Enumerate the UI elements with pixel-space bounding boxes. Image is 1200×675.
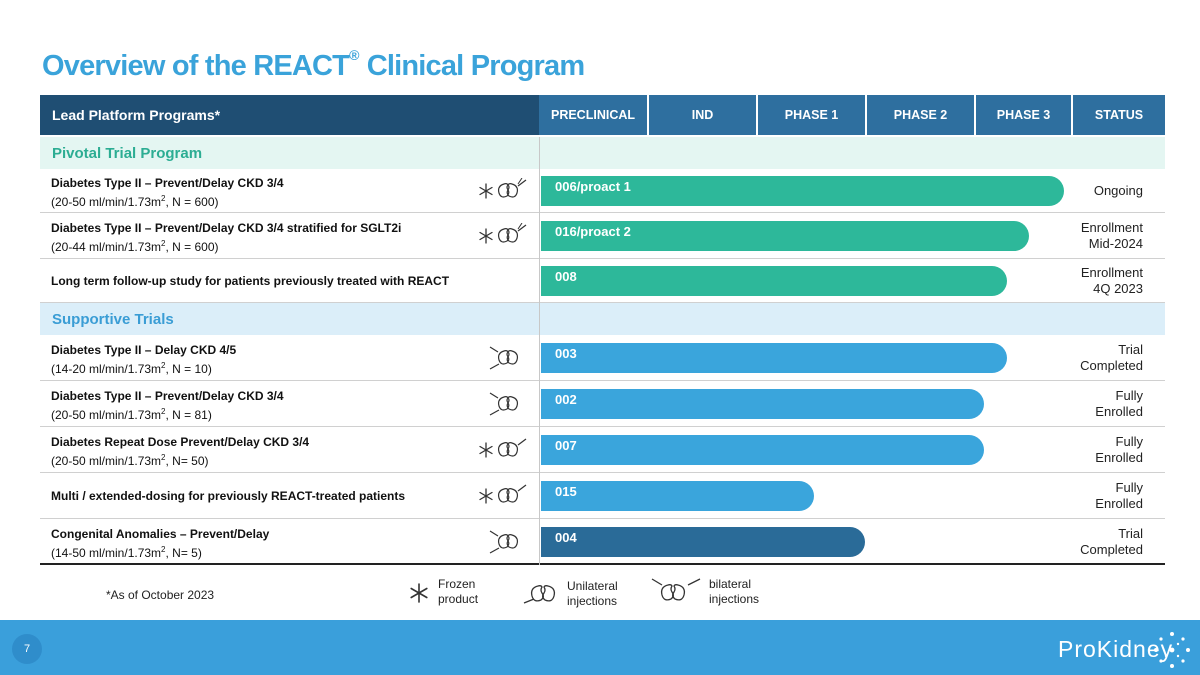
frozen-bilateral-icon: [479, 438, 527, 458]
table-header: Lead Platform Programs* PRECLINICAL IND …: [40, 95, 1165, 135]
program-row: Multi / extended-dosing for previously R…: [40, 473, 1165, 519]
page-title: Overview of the REACT® Clinical Program: [42, 47, 585, 82]
trial-status: Ongoing: [1093, 183, 1143, 198]
program-description: Long term follow-up study for patients p…: [51, 274, 450, 288]
legend-bilateral: bilateral injections: [709, 577, 760, 606]
program-row: Diabetes Type II – Prevent/Delay CKD 3/4…: [40, 213, 1165, 259]
bilateral-injection-icon: [651, 578, 701, 601]
trial-status: Fully Enrolled: [1095, 434, 1143, 465]
program-row: Long term follow-up study for patients p…: [40, 259, 1165, 303]
trial-progress-bar: 008: [541, 266, 1007, 296]
frozen-unilateral-bilateral-icon: [479, 178, 527, 199]
header-lead-label: Lead Platform Programs*: [40, 95, 539, 135]
program-description: Congenital Anomalies – Prevent/Delay (14-…: [51, 527, 270, 560]
program-description: Diabetes Repeat Dose Prevent/Delay CKD 3…: [51, 435, 310, 468]
trial-progress-bar: 006/proact 1: [541, 176, 1064, 206]
program-row: Diabetes Type II – Prevent/Delay CKD 3/4…: [40, 169, 1165, 213]
trial-status: Trial Completed: [1080, 526, 1143, 557]
program-description: Diabetes Type II – Delay CKD 4/5 (14-20 m…: [51, 343, 237, 376]
trial-status: Enrollment Mid-2024: [1080, 220, 1143, 251]
program-description: Diabetes Type II – Prevent/Delay CKD 3/4…: [51, 389, 284, 422]
legend-unilateral: Unilateral injections: [567, 579, 618, 608]
trial-progress-bar: 004: [541, 527, 865, 557]
logo-mark-icon: [1154, 632, 1190, 668]
footer-band: [0, 620, 1200, 675]
trial-status: Fully Enrolled: [1095, 480, 1143, 511]
unilateral-icon: [489, 346, 519, 370]
header-phase1: PHASE 1: [758, 95, 867, 135]
trial-status: Fully Enrolled: [1095, 388, 1143, 419]
frozen-unilateral-bilateral-icon: [479, 223, 527, 244]
unilateral-icon: [489, 392, 519, 416]
program-row: Diabetes Type II – Prevent/Delay CKD 3/4…: [40, 381, 1165, 427]
program-description: Diabetes Type II – Prevent/Delay CKD 3/4…: [51, 221, 402, 254]
legend-frozen: Frozen product: [438, 577, 479, 606]
program-row: Congenital Anomalies – Prevent/Delay (14-…: [40, 519, 1165, 565]
program-description: Diabetes Type II – Prevent/Delay CKD 3/4…: [51, 176, 284, 209]
footnote: *As of October 2023: [106, 588, 215, 602]
header-phase3: PHASE 3: [976, 95, 1073, 135]
program-description: Multi / extended-dosing for previously R…: [51, 489, 406, 503]
trial-progress-bar: 002: [541, 389, 984, 419]
section-supportive: Supportive Trials: [40, 303, 1165, 335]
section-pivotal: Pivotal Trial Program: [40, 137, 1165, 169]
frozen-bilateral-icon: [479, 484, 527, 504]
unilateral-icon: [489, 530, 519, 554]
snowflake-icon: [410, 583, 428, 603]
company-logo: ProKidney: [1058, 636, 1174, 662]
trial-status: Trial Completed: [1080, 342, 1143, 373]
bar-start-divider: [539, 137, 540, 565]
page-number: 7: [12, 634, 42, 664]
trial-status: Enrollment 4Q 2023: [1080, 265, 1143, 296]
header-status: STATUS: [1094, 108, 1144, 122]
program-row: Diabetes Repeat Dose Prevent/Delay CKD 3…: [40, 427, 1165, 473]
header-preclinical: PRECLINICAL: [539, 95, 649, 135]
header-phase2: PHASE 2: [867, 95, 976, 135]
unilateral-injection-icon: [523, 585, 556, 604]
trial-progress-bar: 007: [541, 435, 984, 465]
program-row: Diabetes Type II – Delay CKD 4/5 (14-20 m…: [40, 335, 1165, 381]
trial-progress-bar: 016/proact 2: [541, 221, 1029, 251]
trial-progress-bar: 015: [541, 481, 814, 511]
header-ind: IND: [649, 95, 758, 135]
trial-progress-bar: 003: [541, 343, 1007, 373]
